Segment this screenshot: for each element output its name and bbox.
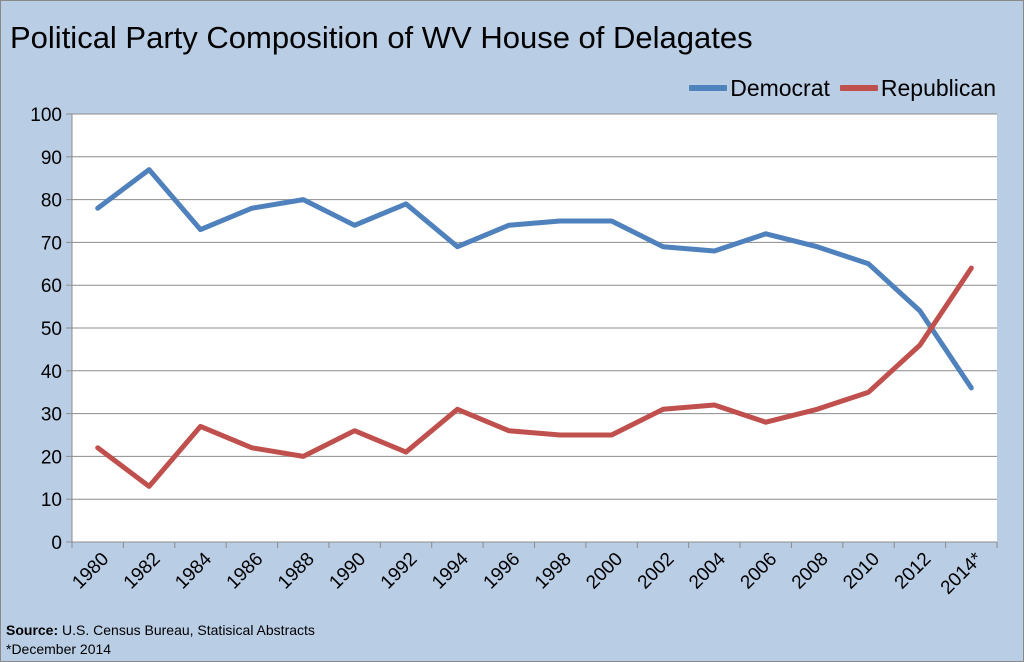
y-tick-label: 70 — [41, 233, 62, 254]
footnote: *December 2014 — [6, 641, 112, 657]
x-tick-label: 1980 — [68, 549, 113, 594]
y-tick-label: 0 — [51, 533, 62, 554]
x-tick-label: 2004 — [685, 548, 730, 593]
y-tick-label: 40 — [41, 362, 62, 383]
chart-title: Political Party Composition of WV House … — [10, 20, 753, 55]
x-tick-label: 1998 — [531, 549, 576, 594]
source-note: Source: U.S. Census Bureau, Statisical A… — [6, 621, 315, 659]
legend-label-republican: Republican — [880, 74, 996, 101]
source-text: U.S. Census Bureau, Statisical Abstracts — [62, 622, 315, 638]
source-label: Source: — [6, 622, 59, 638]
x-tick-label: 1996 — [480, 549, 525, 594]
legend-swatch-democrat — [689, 85, 728, 91]
x-tick-label: 1982 — [120, 549, 165, 594]
x-tick-label: 1984 — [171, 548, 216, 593]
x-tick-label: 2002 — [634, 549, 679, 594]
x-tick-label: 2000 — [582, 549, 627, 594]
legend-label-democrat: Democrat — [730, 74, 830, 101]
y-tick-label: 20 — [41, 447, 62, 468]
legend-item-democrat: Democrat — [689, 75, 830, 102]
y-tick-label: 50 — [41, 319, 62, 340]
x-tick-label: 2012 — [891, 549, 936, 594]
x-tick-label: 2010 — [839, 549, 884, 594]
x-tick-label: 2014* — [937, 548, 987, 598]
y-tick-label: 60 — [41, 276, 62, 297]
legend-swatch-republican — [839, 85, 878, 91]
series-line-democrat — [95, 167, 974, 391]
y-tick-label: 90 — [41, 148, 62, 169]
x-tick-label: 2006 — [737, 549, 782, 594]
y-tick-label: 100 — [30, 105, 62, 126]
y-tick-label: 80 — [41, 191, 62, 212]
x-tick-label: 1992 — [377, 549, 422, 594]
y-tick-label: 10 — [41, 490, 62, 511]
x-tick-label: 1988 — [274, 549, 319, 594]
y-tick-label: 30 — [41, 405, 62, 426]
x-tick-label: 1990 — [325, 549, 370, 594]
x-tick-label: 1986 — [223, 549, 268, 594]
series-line-republican — [95, 265, 974, 489]
legend: Democrat Republican — [679, 74, 996, 102]
x-tick-label: 2008 — [788, 549, 833, 594]
x-tick-label: 1994 — [428, 548, 473, 593]
legend-item-republican: Republican — [839, 74, 996, 102]
